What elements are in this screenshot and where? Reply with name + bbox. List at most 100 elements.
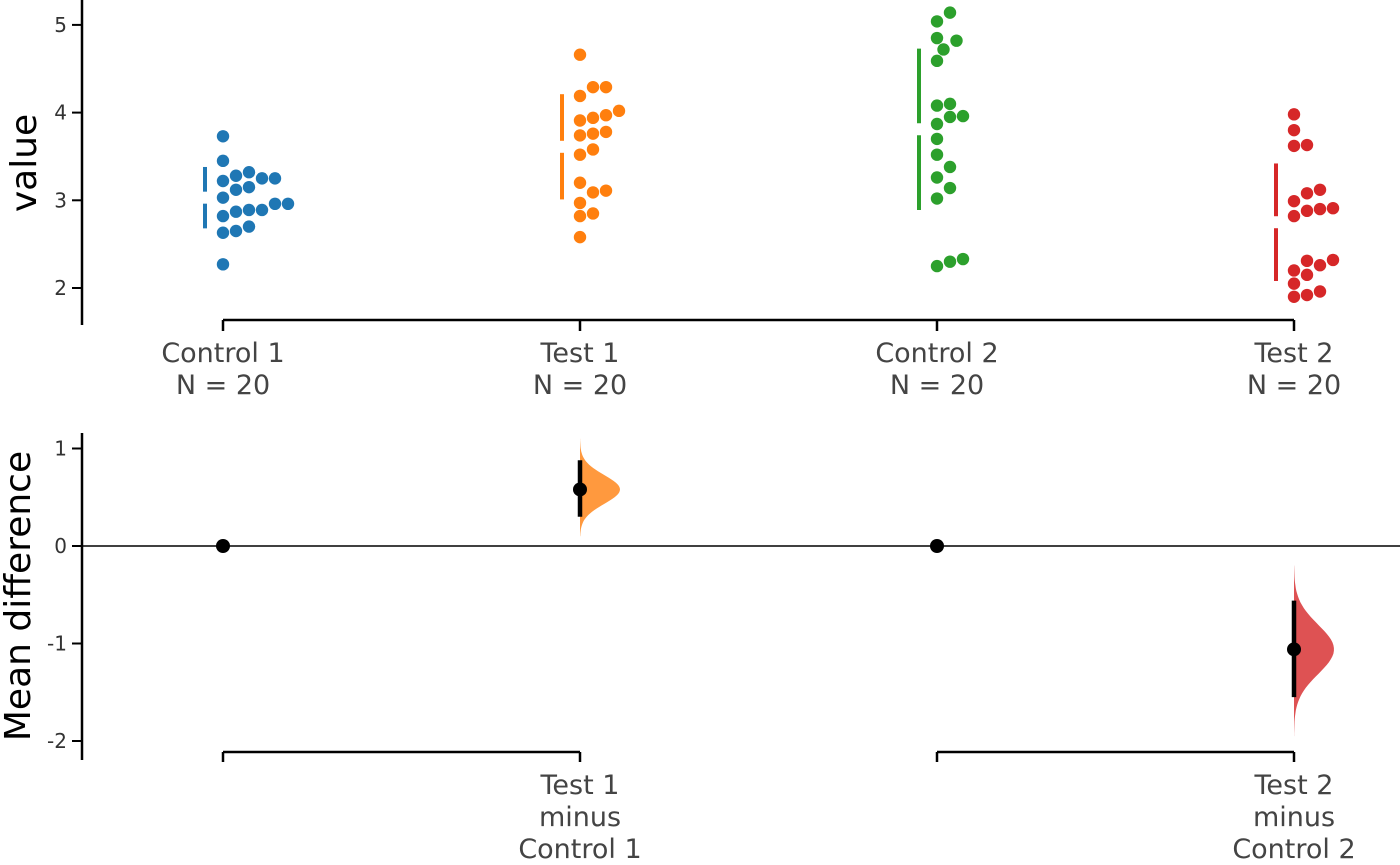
data-point <box>586 127 600 140</box>
data-point <box>216 226 230 239</box>
data-point <box>229 183 243 196</box>
data-point <box>216 209 230 223</box>
comparison-label-line: minus <box>1253 802 1335 833</box>
comparison-label-line: minus <box>539 802 621 833</box>
data-point <box>599 80 613 94</box>
data-point <box>573 114 587 127</box>
effect-size-marks <box>216 438 1334 737</box>
category-name-label: Control 1 <box>161 338 284 369</box>
data-point <box>943 255 957 268</box>
data-point <box>573 196 587 210</box>
swarm-points <box>216 6 1340 303</box>
data-point <box>930 148 944 161</box>
category-name-label: Test 2 <box>1254 338 1334 369</box>
data-point <box>586 80 600 94</box>
data-point <box>1326 201 1340 215</box>
data-point <box>943 6 957 19</box>
data-point <box>1287 264 1301 277</box>
data-point <box>930 259 944 273</box>
category-n-label: N = 20 <box>533 370 627 401</box>
data-point <box>956 252 970 266</box>
data-point <box>242 220 256 233</box>
data-point <box>1300 138 1314 152</box>
category-n-label: N = 20 <box>890 370 984 401</box>
data-point <box>1313 202 1327 216</box>
data-point <box>242 166 256 179</box>
data-point <box>956 109 970 123</box>
bootstrap-distribution <box>1294 565 1334 737</box>
data-point <box>573 176 587 189</box>
bootstrap-distribution <box>580 438 620 537</box>
top-y-ticks: 2 3 4 5 <box>54 13 82 300</box>
comparison-label-line: Test 2 <box>1254 770 1334 801</box>
data-point <box>599 125 613 139</box>
data-point <box>943 181 957 195</box>
category-name-label: Test 1 <box>540 338 620 369</box>
data-point <box>573 129 587 142</box>
data-point <box>586 143 600 156</box>
bottom-y-tick-label: -2 <box>47 729 67 753</box>
data-point <box>930 132 944 146</box>
data-point <box>930 15 944 28</box>
data-point <box>1300 288 1314 302</box>
data-point <box>1300 268 1314 282</box>
comparison-label-line: Test 1 <box>540 770 620 801</box>
data-point <box>599 109 613 122</box>
control-reference-point <box>930 539 944 553</box>
bottom-y-ticks: 1 0 -1 -2 <box>47 437 82 753</box>
category-n-label: N = 20 <box>176 370 270 401</box>
data-point <box>1313 258 1327 272</box>
mean-difference-point <box>1287 642 1301 657</box>
data-point <box>943 160 957 174</box>
data-point <box>573 89 587 103</box>
data-point <box>586 111 600 125</box>
data-point <box>930 99 944 112</box>
bottom-y-tick-label: 0 <box>54 534 67 558</box>
data-point <box>573 48 587 61</box>
control-reference-point <box>216 539 230 553</box>
data-point <box>573 209 587 223</box>
data-point <box>599 184 613 197</box>
data-point <box>1313 285 1327 298</box>
data-point <box>242 203 256 217</box>
data-point <box>216 154 230 168</box>
data-point <box>930 192 944 205</box>
mean-difference-panel: Mean difference 10-1-2 Test 1minusContro… <box>0 433 1400 865</box>
bottom-y-tick-label: -1 <box>47 632 67 656</box>
bottom-y-axis-label: Mean difference <box>0 451 39 741</box>
top-y-tick-label: 2 <box>54 276 67 300</box>
data-point <box>937 43 950 56</box>
data-point <box>930 117 944 131</box>
data-point <box>1326 253 1340 267</box>
data-point <box>586 207 600 220</box>
data-point <box>930 171 944 184</box>
data-point <box>1300 204 1314 218</box>
data-point <box>216 174 230 188</box>
data-point <box>573 148 587 161</box>
data-point <box>930 31 944 45</box>
data-point <box>943 110 957 124</box>
data-point <box>255 203 269 217</box>
data-point <box>1287 277 1301 290</box>
data-point <box>586 186 600 199</box>
comparison-label-line: Control 1 <box>518 834 641 865</box>
data-point <box>268 172 282 185</box>
data-point <box>281 197 295 211</box>
top-y-tick-label: 4 <box>54 101 67 125</box>
mean-difference-point <box>573 482 587 497</box>
comparison-label-line: Control 2 <box>1232 834 1355 865</box>
data-point <box>1287 290 1301 303</box>
data-point <box>943 97 957 111</box>
mean-sd-lines <box>203 48 1278 281</box>
bottom-y-tick-label: 1 <box>54 437 67 461</box>
data-point <box>930 54 944 68</box>
data-point <box>1287 139 1301 153</box>
data-point <box>1287 209 1301 223</box>
data-point <box>229 205 243 218</box>
top-y-tick-label: 3 <box>54 188 67 212</box>
data-point <box>216 258 230 271</box>
